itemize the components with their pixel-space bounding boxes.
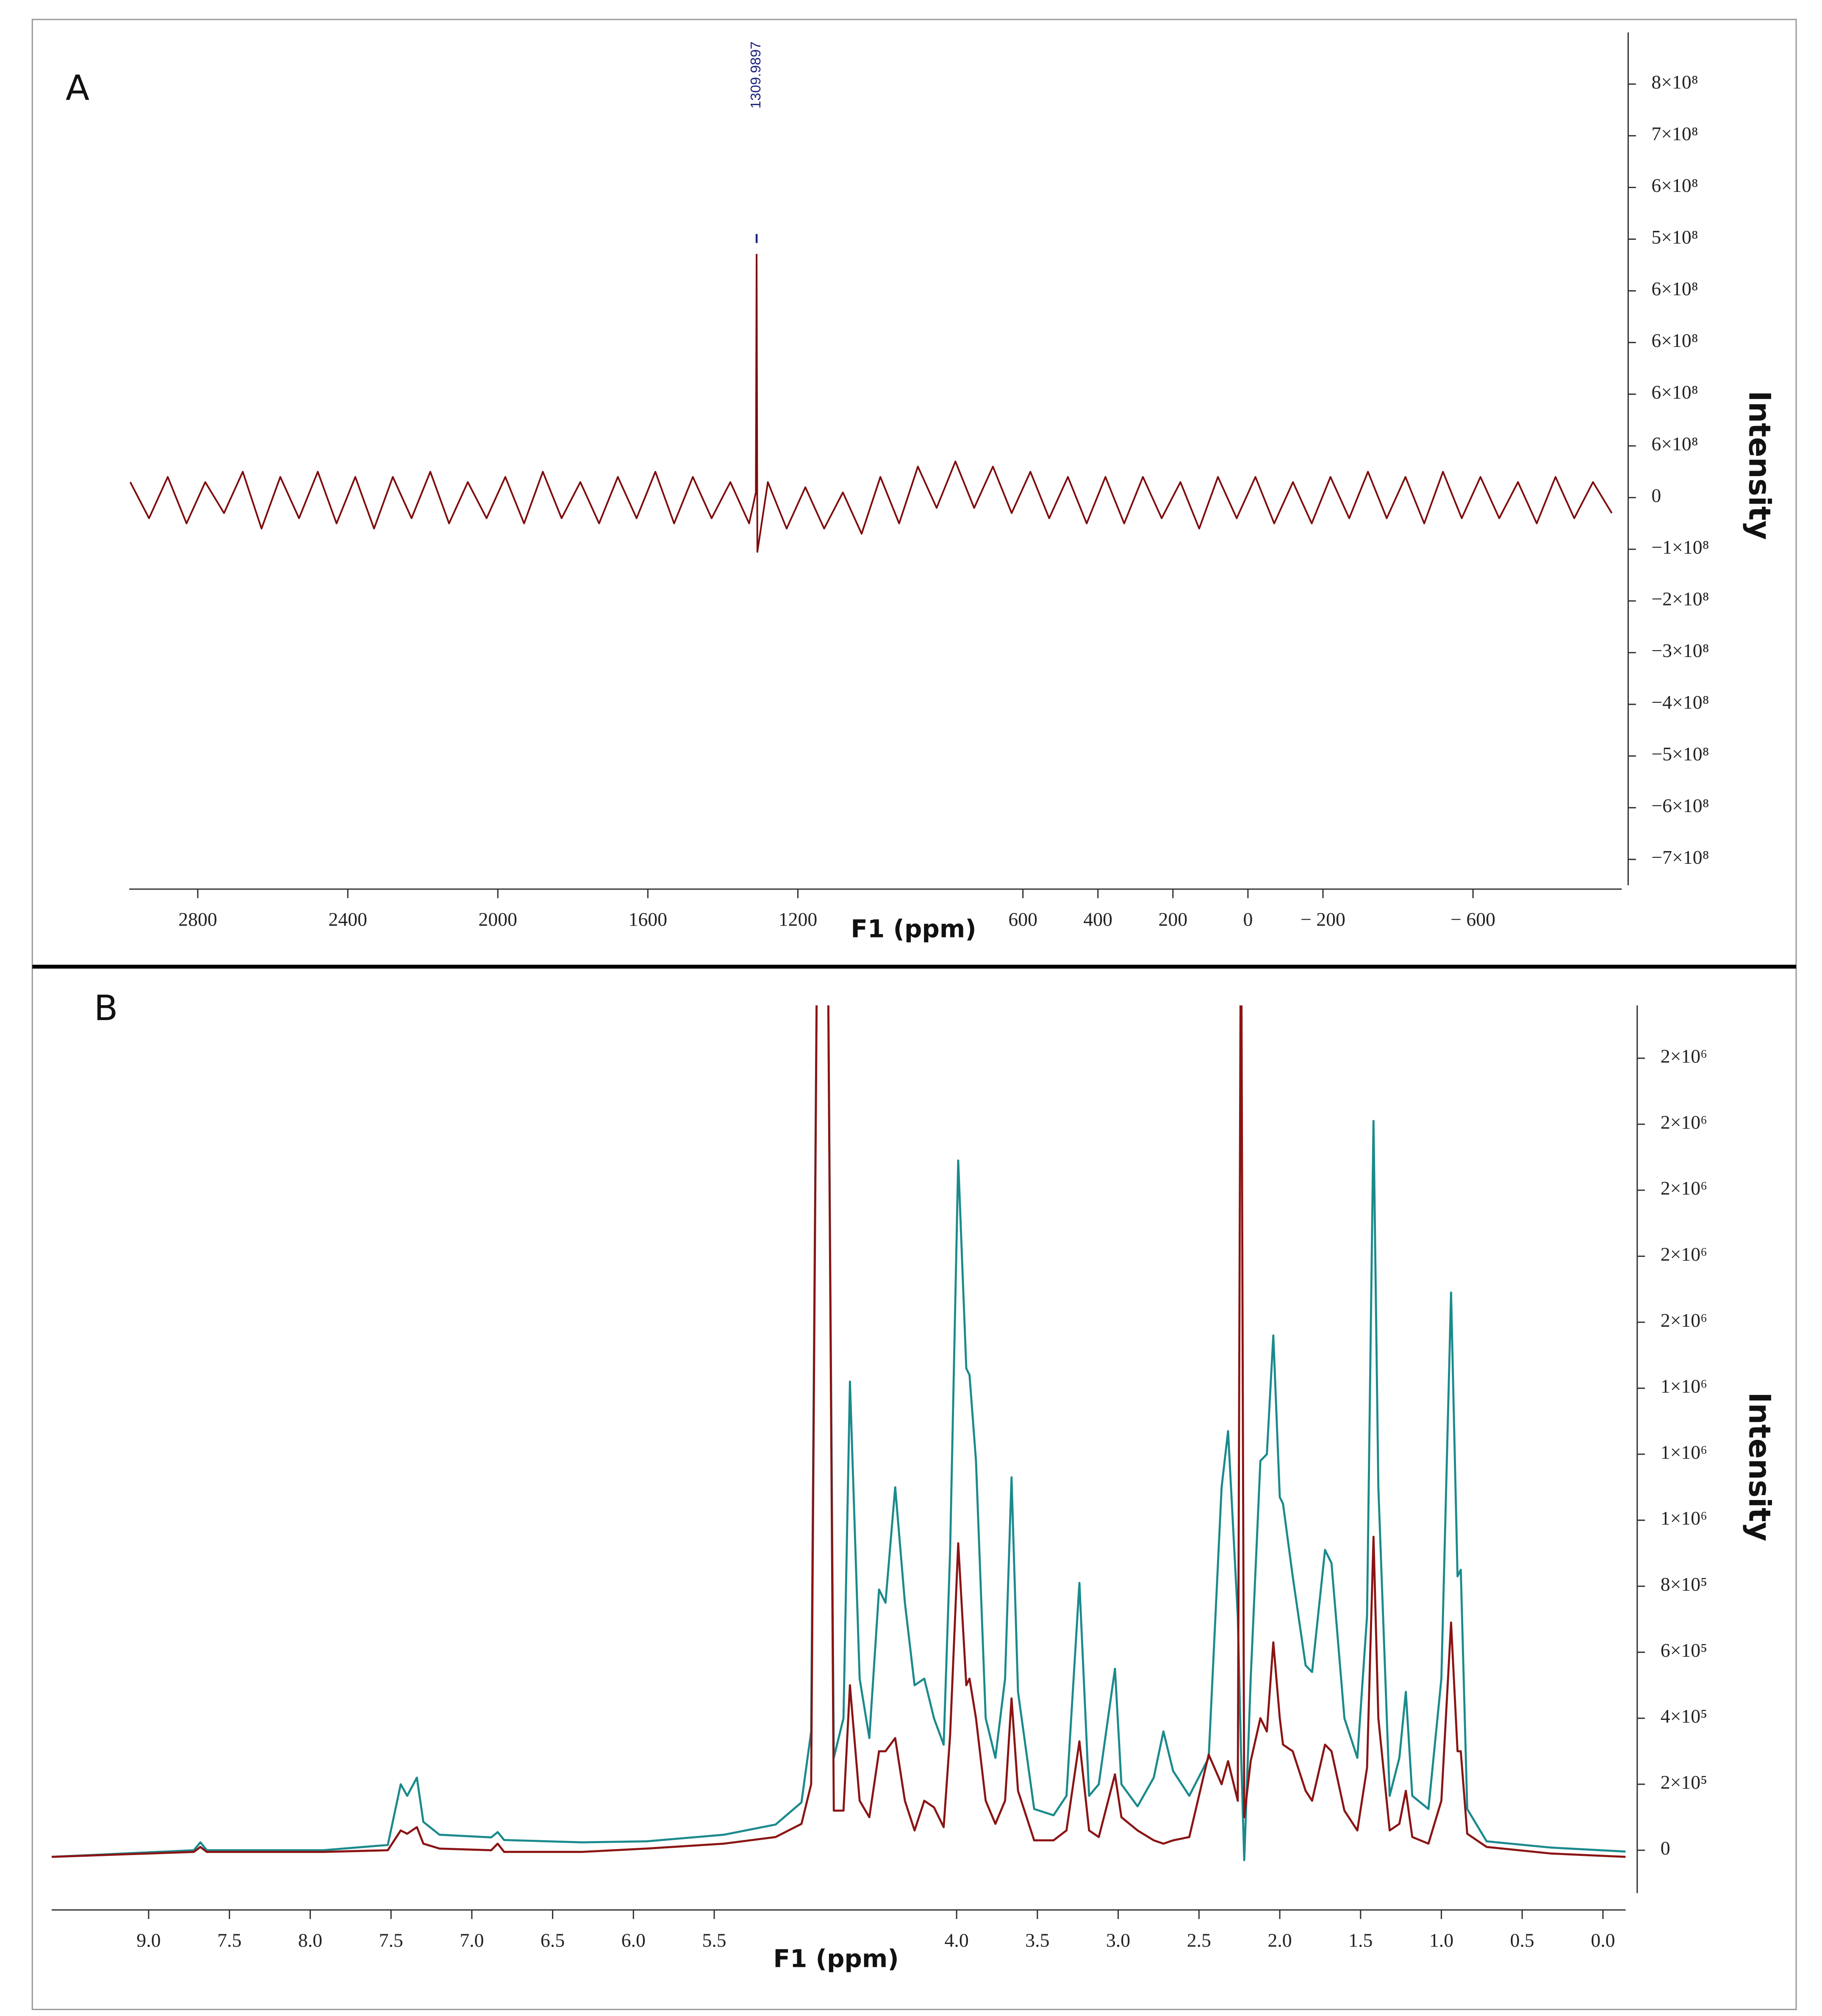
x-tick-label: 2800 [178, 909, 217, 930]
panel-label: B [94, 988, 118, 1029]
y-tick-label: 8×10⁸ [1651, 71, 1698, 93]
x-tick-label: 7.5 [217, 1929, 241, 1951]
y-tick-label: 1×10⁶ [1661, 1441, 1707, 1463]
y-tick-label: −2×10⁸ [1651, 588, 1709, 610]
y-tick-label: −6×10⁸ [1651, 795, 1709, 816]
y-tick-label: −3×10⁸ [1651, 640, 1709, 661]
spectrum-line [52, 1005, 1626, 1861]
y-tick-label: −4×10⁸ [1651, 691, 1709, 713]
y-tick-label: 5×10⁸ [1651, 226, 1698, 248]
y-axis-title: Intensity [1742, 1392, 1777, 1541]
x-tick-label: 1600 [629, 909, 667, 930]
spectrum-line [129, 254, 1613, 553]
x-tick-label: 9.0 [136, 1929, 161, 1951]
y-tick-label: 2×10⁵ [1661, 1771, 1707, 1793]
x-tick-label: 3.5 [1025, 1929, 1049, 1951]
x-tick-label: 4.0 [945, 1929, 969, 1951]
x-tick-label: 2.0 [1267, 1929, 1292, 1951]
y-tick-label: 4×10⁵ [1661, 1705, 1707, 1727]
y-tick-label: 6×10⁵ [1661, 1639, 1707, 1661]
y-tick-label: 6×10⁸ [1651, 433, 1698, 455]
x-tick-label: 2.5 [1187, 1929, 1211, 1951]
y-tick-label: 0 [1661, 1837, 1670, 1859]
frame [31, 19, 1797, 2010]
y-tick-label: 6×10⁸ [1651, 330, 1698, 351]
y-axis-title: Intensity [1742, 391, 1777, 540]
x-tick-label: 200 [1158, 909, 1187, 930]
x-tick-label: 0.0 [1591, 1929, 1615, 1951]
x-tick-label: 2000 [478, 909, 517, 930]
x-tick-label: 1.5 [1348, 1929, 1373, 1951]
plot-area [52, 1005, 1626, 1861]
x-axis-title: F1 (ppm) [851, 915, 976, 943]
x-tick-label: 0.5 [1510, 1929, 1534, 1951]
x-tick-label: 3.0 [1106, 1929, 1130, 1951]
x-tick-label: − 200 [1301, 909, 1345, 930]
x-tick-label: 2400 [328, 909, 367, 930]
x-tick-label: − 600 [1450, 909, 1495, 930]
x-tick-label: 6.5 [541, 1929, 565, 1951]
plot-area [129, 254, 1613, 553]
y-tick-label: −1×10⁸ [1651, 536, 1709, 558]
y-tick-label: 2×10⁶ [1661, 1309, 1707, 1331]
y-tick-label: 2×10⁶ [1661, 1045, 1707, 1067]
x-tick-label: 600 [1008, 909, 1037, 930]
y-tick-label: −5×10⁸ [1651, 743, 1709, 765]
y-tick-label: 7×10⁸ [1651, 123, 1698, 144]
x-tick-label: 6.0 [621, 1929, 646, 1951]
y-tick-label: 6×10⁸ [1651, 175, 1698, 196]
peak-annotation: 1309.9897 [748, 42, 764, 109]
x-tick-label: 7.5 [379, 1929, 403, 1951]
y-tick-label: 1×10⁶ [1661, 1507, 1707, 1529]
y-tick-label: 6×10⁸ [1651, 381, 1698, 403]
x-axis-title: F1 (ppm) [773, 1944, 899, 1973]
panel-label: A [66, 68, 89, 108]
x-tick-label: 0 [1243, 909, 1253, 930]
x-tick-label: 1.0 [1429, 1929, 1453, 1951]
x-tick-label: 1200 [779, 909, 818, 930]
y-tick-label: 2×10⁶ [1661, 1177, 1707, 1199]
y-tick-label: 8×10⁵ [1661, 1573, 1707, 1595]
y-tick-label: 2×10⁶ [1661, 1111, 1707, 1133]
y-tick-label: 2×10⁶ [1661, 1243, 1707, 1265]
x-tick-label: 7.0 [460, 1929, 484, 1951]
x-tick-label: 5.5 [702, 1929, 726, 1951]
spectrum-line [52, 1005, 1626, 1858]
x-tick-label: 400 [1083, 909, 1112, 930]
x-tick-label: 8.0 [298, 1929, 322, 1951]
y-tick-label: 1×10⁶ [1661, 1375, 1707, 1397]
y-tick-label: 0 [1651, 485, 1661, 506]
y-tick-label: 6×10⁸ [1651, 278, 1698, 299]
y-tick-label: −7×10⁸ [1651, 846, 1709, 868]
